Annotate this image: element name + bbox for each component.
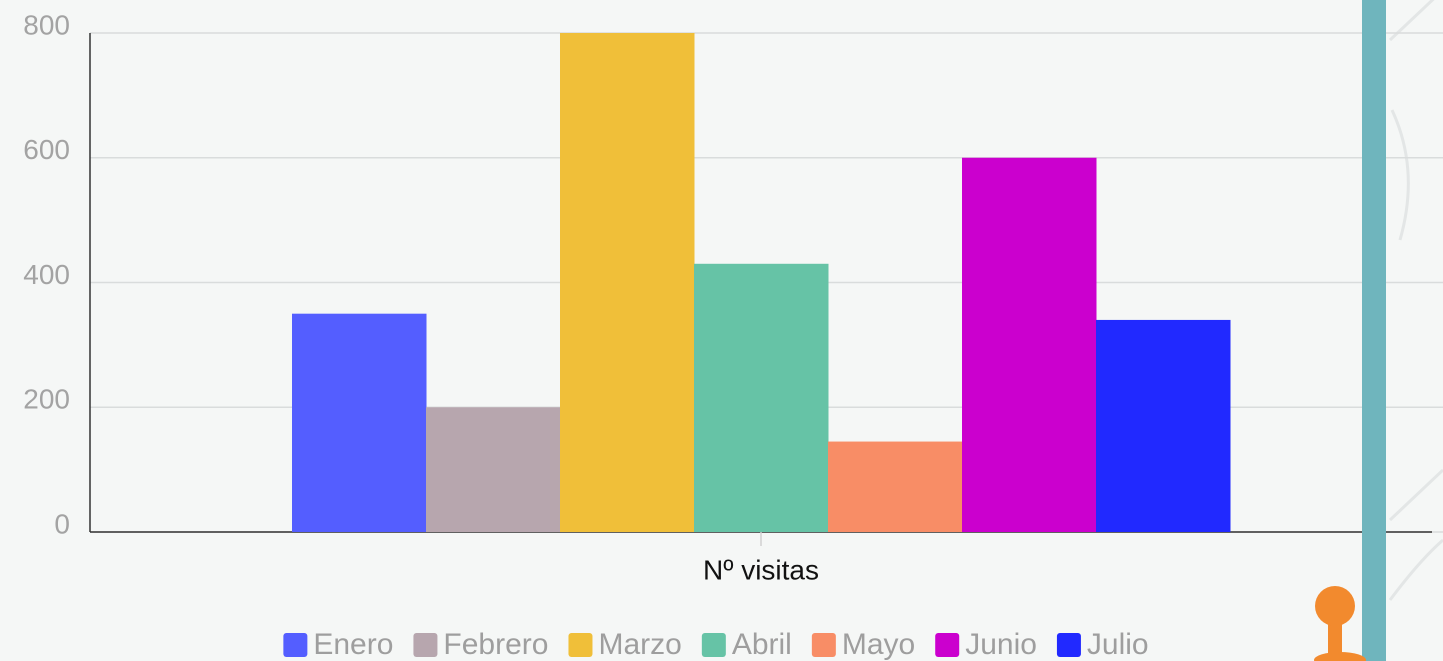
background-decoration xyxy=(1388,0,1443,601)
legend-label: Junio xyxy=(965,628,1037,661)
legend-swatch xyxy=(1056,633,1081,657)
legend-label: Abril xyxy=(732,628,792,661)
bar xyxy=(828,441,963,532)
bar xyxy=(292,313,427,532)
legend-swatch xyxy=(811,633,836,657)
y-tick-label: 200 xyxy=(23,384,70,415)
legend-label: Febrero xyxy=(443,628,548,661)
bar xyxy=(962,157,1097,532)
legend-swatch xyxy=(568,633,593,657)
side-bar xyxy=(1362,0,1386,661)
y-tick-label: 400 xyxy=(23,259,70,290)
bar xyxy=(1096,319,1231,532)
bar xyxy=(560,33,695,532)
legend-label: Enero xyxy=(313,628,393,661)
legend-swatch xyxy=(413,633,438,657)
plot-area: 0 200 400 600 800 Nº visitas Enero Febrero Marzo… xyxy=(23,9,1443,661)
legend-label: Marzo xyxy=(598,628,681,661)
legend-swatch xyxy=(283,633,308,657)
y-tick-label: 0 xyxy=(54,508,70,539)
legend-label: Mayo xyxy=(842,628,915,661)
legend-swatch xyxy=(935,633,960,657)
legend-label: Julio xyxy=(1087,628,1149,661)
x-tick-label: Nº visitas xyxy=(703,554,819,585)
y-tick-label: 800 xyxy=(23,9,70,40)
bar xyxy=(426,407,561,532)
y-tick-label: 600 xyxy=(23,134,70,165)
bar xyxy=(694,263,829,532)
legend-swatch xyxy=(701,633,726,657)
pin-icon xyxy=(1314,586,1366,661)
